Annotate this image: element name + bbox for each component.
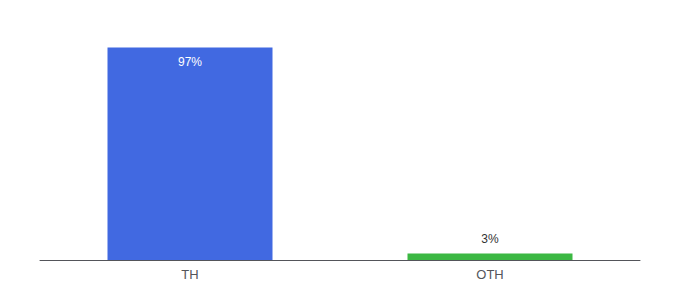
svg-text:97%: 97% bbox=[178, 55, 202, 69]
svg-text:OTH: OTH bbox=[476, 267, 503, 282]
svg-text:TH: TH bbox=[181, 267, 198, 282]
svg-text:3%: 3% bbox=[481, 232, 499, 246]
